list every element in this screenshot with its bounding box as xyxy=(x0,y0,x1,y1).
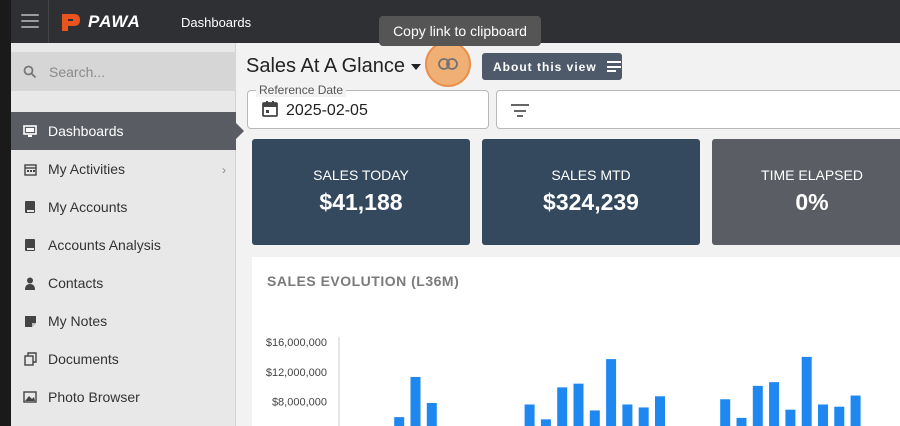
calendar-icon xyxy=(262,101,278,117)
app-frame: PAWA Dashboards Dashboards My A xyxy=(11,0,900,426)
sidebar-item-label: Accounts Analysis xyxy=(48,237,161,253)
kpi-value: $324,239 xyxy=(543,189,639,215)
sidebar-item-my-notes[interactable]: My Notes xyxy=(11,302,236,340)
search-input[interactable] xyxy=(49,63,209,80)
view-selector[interactable]: Sales At A Glance xyxy=(246,55,421,78)
chart-bar[interactable] xyxy=(850,395,861,426)
chart-bar[interactable] xyxy=(606,359,617,426)
kpi-label: SALES TODAY xyxy=(313,167,409,183)
y-tick-label: $8,000,000 xyxy=(272,397,327,409)
book-icon xyxy=(22,237,38,253)
sidebar-item-my-activities[interactable]: My Activities › xyxy=(11,150,236,188)
kpi-sales-mtd: SALES MTD $324,239 xyxy=(482,139,700,245)
sidebar-item-photo-browser[interactable]: Photo Browser xyxy=(11,378,236,416)
sidebar-item-label: Dashboards xyxy=(48,123,124,139)
filter-icon xyxy=(511,104,529,117)
section-title: Dashboards xyxy=(181,15,252,30)
kpi-label: SALES MTD xyxy=(551,167,631,183)
sidebar-item-label: My Accounts xyxy=(48,199,128,215)
kpi-value: $41,188 xyxy=(319,189,403,215)
sidebar-item-label: Documents xyxy=(48,351,119,367)
chevron-right-icon: › xyxy=(222,163,226,177)
brand-logo[interactable]: PAWA xyxy=(60,10,141,34)
sidebar: Dashboards My Activities › My Accounts xyxy=(11,43,244,426)
image-icon xyxy=(22,389,38,405)
chart-bar[interactable] xyxy=(818,404,828,426)
person-icon xyxy=(22,275,38,291)
chart-bar[interactable] xyxy=(720,399,731,426)
sidebar-item-dashboards[interactable]: Dashboards xyxy=(11,112,244,150)
sidebar-nav: Dashboards My Activities › My Accounts xyxy=(11,112,244,416)
sidebar-item-my-accounts[interactable]: My Accounts xyxy=(11,188,236,226)
brand-name: PAWA xyxy=(88,12,141,31)
chart-bar[interactable] xyxy=(622,404,633,426)
notes-icon xyxy=(606,61,621,72)
y-tick-label: $16,000,000 xyxy=(266,337,327,349)
sidebar-item-label: My Activities xyxy=(48,161,126,177)
chart-bar[interactable] xyxy=(524,404,535,426)
topbar-divider xyxy=(48,0,49,43)
page-title: Sales At A Glance xyxy=(246,55,405,77)
sidebar-item-documents[interactable]: Documents xyxy=(11,340,236,378)
chart-bar[interactable] xyxy=(557,387,568,426)
book-icon xyxy=(22,199,38,215)
sidebar-item-label: Photo Browser xyxy=(48,389,140,405)
sidebar-item-accounts-analysis[interactable]: Accounts Analysis xyxy=(11,226,236,264)
sidebar-item-contacts[interactable]: Contacts xyxy=(11,264,236,302)
caret-down-icon xyxy=(411,63,421,70)
search-icon xyxy=(23,65,37,78)
filter-field[interactable] xyxy=(496,90,900,129)
chart-bar[interactable] xyxy=(769,382,780,426)
chart-bar[interactable] xyxy=(638,407,649,426)
chart-bar[interactable] xyxy=(394,417,405,426)
menu-icon[interactable] xyxy=(21,14,39,28)
main-content: Sales At A Glance About this view Refere… xyxy=(237,16,900,426)
chart-bar[interactable] xyxy=(752,385,763,426)
kpi-sales-today: SALES TODAY $41,188 xyxy=(252,139,470,245)
kpi-label: TIME ELAPSED xyxy=(761,167,863,183)
kpi-value: 0% xyxy=(795,189,829,215)
kpi-time-elapsed: TIME ELAPSED 0% xyxy=(712,139,900,245)
chart-bar[interactable] xyxy=(801,356,812,426)
calendar-icon xyxy=(22,161,38,177)
search-box xyxy=(11,52,236,91)
about-view-button[interactable]: About this view xyxy=(482,53,622,80)
copy-icon xyxy=(22,351,38,367)
chart-title: SALES EVOLUTION (L36M) xyxy=(267,273,460,289)
chart-bar[interactable] xyxy=(785,409,796,426)
copy-link-button[interactable] xyxy=(425,41,471,87)
chart-bar[interactable] xyxy=(655,396,665,426)
chart-bar[interactable] xyxy=(736,417,747,426)
about-view-label: About this view xyxy=(493,59,597,74)
chart-bar[interactable] xyxy=(589,410,600,426)
sidebar-item-label: Contacts xyxy=(48,275,104,291)
pawa-logo-icon xyxy=(62,14,80,31)
chart-bar[interactable] xyxy=(573,383,584,426)
sidebar-item-label: My Notes xyxy=(48,313,108,329)
copy-link-tooltip: Copy link to clipboard xyxy=(379,16,541,46)
y-tick-label: $12,000,000 xyxy=(266,367,327,379)
reference-date-label: Reference Date xyxy=(256,83,347,97)
sales-evolution-card: SALES EVOLUTION (L36M) $16,000,000 $12,00… xyxy=(252,257,900,426)
chart-bar[interactable] xyxy=(540,419,551,426)
chart-bar[interactable] xyxy=(426,402,437,426)
reference-date-value: 2025-02-05 xyxy=(286,102,368,119)
reference-date-field[interactable]: Reference Date 2025-02-05 xyxy=(247,83,489,129)
sales-evolution-chart: $16,000,000$12,000,000$8,000,000$4,000,0… xyxy=(266,337,861,426)
chart-bar[interactable] xyxy=(834,406,845,426)
note-icon xyxy=(22,313,38,329)
link-icon xyxy=(438,58,458,70)
chart-bar[interactable] xyxy=(410,376,421,426)
monitor-icon xyxy=(22,123,38,139)
